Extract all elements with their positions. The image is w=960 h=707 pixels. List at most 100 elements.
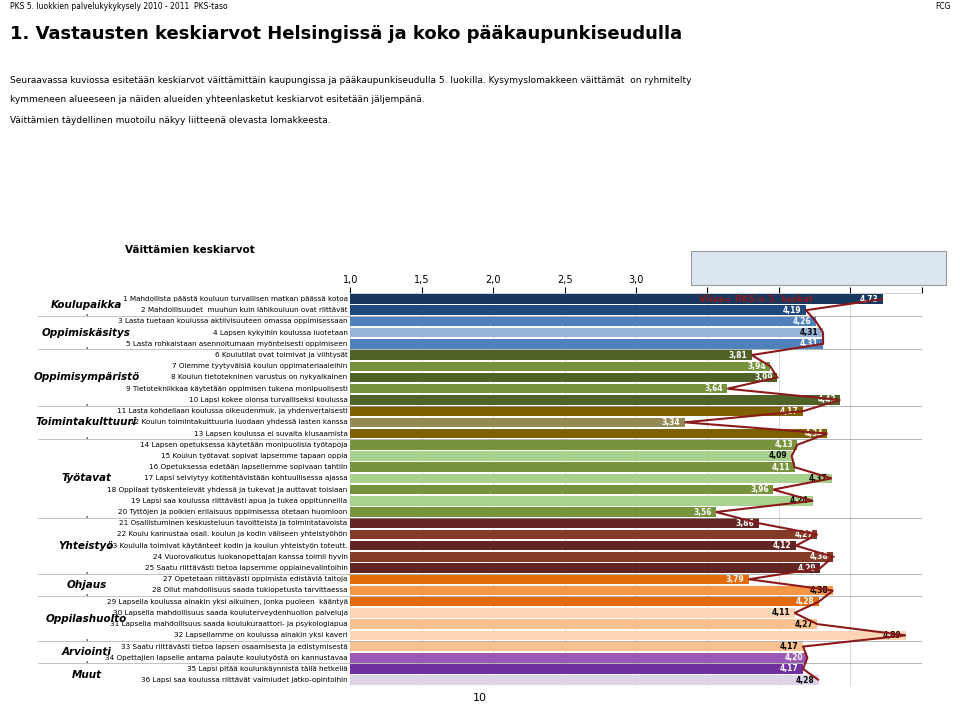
Text: 12 Koulun toimintakulttuuria luodaan yhdessä lasten kanssa: 12 Koulun toimintakulttuuria luodaan yhd…	[130, 419, 348, 426]
Text: ·: ·	[84, 399, 88, 412]
Text: 4,29: 4,29	[798, 563, 816, 573]
Text: 20 Tyttöjen ja poikien erilaisuus oppimisessa otetaan huomioon: 20 Tyttöjen ja poikien erilaisuus oppimi…	[118, 509, 348, 515]
Text: Väittämien keskiarvot: Väittämien keskiarvot	[125, 245, 254, 255]
Text: 10: 10	[473, 694, 487, 703]
Text: 19 Lapsi saa koulussa riittävästi apua ja tukea oppitunneilla: 19 Lapsi saa koulussa riittävästi apua j…	[132, 498, 348, 504]
Text: Työtavat: Työtavat	[61, 474, 111, 484]
Bar	[350, 451, 792, 461]
Text: 3,99: 3,99	[755, 373, 773, 382]
Text: 4,11: 4,11	[772, 609, 790, 617]
Text: 7 Olemme tyytyväisiä koulun oppimateriaaleihin: 7 Olemme tyytyväisiä koulun oppimateriaa…	[172, 363, 348, 369]
Text: 4,31: 4,31	[800, 339, 819, 349]
Text: 3,81: 3,81	[729, 351, 748, 360]
Text: 4,31: 4,31	[800, 328, 819, 337]
Text: 4,89: 4,89	[883, 631, 901, 640]
Text: 4,27: 4,27	[794, 530, 813, 539]
Text: 3,94: 3,94	[747, 362, 766, 370]
Bar	[350, 585, 833, 595]
Text: 4,34: 4,34	[804, 429, 823, 438]
Text: 4,26: 4,26	[793, 317, 811, 326]
Text: Yhteistyö: Yhteistyö	[59, 541, 114, 551]
Text: FCG: FCG	[935, 2, 950, 11]
Text: 3,64: 3,64	[705, 384, 723, 393]
Text: 4,43: 4,43	[817, 395, 836, 404]
Bar	[350, 563, 820, 573]
Bar	[350, 440, 798, 450]
Bar	[350, 530, 817, 539]
Text: 4,17: 4,17	[780, 665, 799, 674]
Text: 4,24: 4,24	[790, 496, 808, 506]
Text: 17 Lapsi selviytyy kotitehtävistään kohtuullisessa ajassa: 17 Lapsi selviytyy kotitehtävistään koht…	[144, 475, 348, 481]
Text: 3,86: 3,86	[735, 519, 755, 527]
Text: Oppimiskäsitys: Oppimiskäsitys	[42, 327, 131, 338]
Text: 2 Mahdollisuudet  muuhun kuin lähikouluun ovat riittävät: 2 Mahdollisuudet muuhun kuin lähikouluun…	[141, 308, 348, 313]
Text: 1 Mahdollista päästä kouluun turvallisen matkan päässä kotoa: 1 Mahdollista päästä kouluun turvallisen…	[123, 296, 348, 302]
Text: Seuraavassa kuviossa esitetään keskiarvot väittämittäin kaupungissa ja pääkaupun: Seuraavassa kuviossa esitetään keskiarvo…	[10, 76, 691, 85]
Bar	[350, 608, 795, 618]
Text: 4,11: 4,11	[772, 462, 790, 472]
Bar	[350, 631, 906, 640]
Text: 10 Lapsi kokee olonsa turvalliseksi koulussa: 10 Lapsi kokee olonsa turvalliseksi koul…	[189, 397, 348, 403]
Text: 23 Koululla toimivat käytänteet kodin ja koulun yhteistyön toteutt.: 23 Koululla toimivat käytänteet kodin ja…	[108, 543, 348, 549]
Text: 4,19: 4,19	[783, 305, 802, 315]
Text: 11 Lasta kohdellaan koulussa oikeudenmuk. ja yhdenvertaisesti: 11 Lasta kohdellaan koulussa oikeudenmuk…	[117, 408, 348, 414]
Bar	[350, 407, 804, 416]
Text: 4,17: 4,17	[780, 642, 799, 651]
Bar	[350, 664, 804, 674]
Bar	[350, 350, 752, 360]
Bar	[350, 541, 796, 551]
Text: 3,56: 3,56	[693, 508, 711, 517]
Bar	[350, 597, 819, 607]
Text: ·: ·	[84, 432, 88, 446]
Text: 15 Koulun työtavat sopivat lapsemme tapaan oppia: 15 Koulun työtavat sopivat lapsemme tapa…	[161, 453, 348, 459]
Bar	[350, 294, 883, 304]
Text: 4,28: 4,28	[796, 597, 814, 606]
Text: Koulupaikka: Koulupaikka	[51, 300, 122, 310]
Text: 14 Lapsen opetuksessa käytetään monipuolisia työtapoja: 14 Lapsen opetuksessa käytetään monipuol…	[140, 442, 348, 448]
Text: 6 Koulutilat ovat toimivat ja viihtysät: 6 Koulutilat ovat toimivat ja viihtysät	[215, 352, 348, 358]
Text: Arviointi: Arviointi	[61, 647, 111, 658]
Text: Oppilashuolto: Oppilashuolto	[46, 614, 127, 624]
Text: 25 Saatu riittävästi tietoa lapsemme oppiainevalintoihin: 25 Saatu riittävästi tietoa lapsemme opp…	[145, 565, 348, 571]
Text: 21 Osallistuminen keskusteluun tavoitteista ja toimintatavoista: 21 Osallistuminen keskusteluun tavoittei…	[119, 520, 348, 526]
Bar	[350, 373, 778, 382]
Bar	[350, 474, 831, 483]
Text: 4 Lapsen kykyihin koulussa luotetaan: 4 Lapsen kykyihin koulussa luotetaan	[213, 329, 348, 336]
Text: 8 Koulun tietotekninen varustus on nykyaikainen: 8 Koulun tietotekninen varustus on nykya…	[172, 375, 348, 380]
Text: 4,20: 4,20	[784, 653, 804, 662]
Text: 27 Opetetaan riittävästi oppimista edistäviä taitoja: 27 Opetetaan riittävästi oppimista edist…	[163, 576, 348, 583]
Text: Viiva= PKS:n 5. luokat: Viiva= PKS:n 5. luokat	[699, 295, 813, 303]
Text: Palkki= Helsingin 5. luokat 2010: Palkki= Helsingin 5. luokat 2010	[699, 264, 864, 272]
Text: 4,73: 4,73	[860, 295, 878, 303]
Bar	[350, 552, 833, 561]
Text: Oppimisympäristö: Oppimisympäristö	[34, 373, 139, 382]
Text: 29 Lapsella koulussa ainakin yksi aikuinen, jonka puoleen  kääntyä: 29 Lapsella koulussa ainakin yksi aikuin…	[107, 599, 348, 604]
Text: 30 Lapsella mahdollisuus saada kouluterveydenhuollon palveluja: 30 Lapsella mahdollisuus saada kouluterv…	[112, 610, 348, 616]
Text: Väittämien täydellinen muotoilu näkyy liitteenä olevasta lomakkeesta.: Väittämien täydellinen muotoilu näkyy li…	[10, 116, 330, 125]
Text: 32 Lapsellamme on koulussa ainakin yksi kaveri: 32 Lapsellamme on koulussa ainakin yksi …	[174, 632, 348, 638]
Text: 4,28: 4,28	[796, 676, 814, 684]
Text: ·: ·	[84, 567, 88, 580]
Text: 5 Lasta rohkaistaan asennoitumaan myönteisesti oppimiseen: 5 Lasta rohkaistaan asennoitumaan myönte…	[126, 341, 348, 347]
Text: 4,13: 4,13	[775, 440, 793, 449]
Bar	[350, 619, 817, 629]
Text: 35 Lapsi pitää koulunkäynnistä tällä hetkellä: 35 Lapsi pitää koulunkäynnistä tällä het…	[187, 666, 348, 672]
Text: Ohjaus: Ohjaus	[66, 580, 107, 590]
Text: 4,27: 4,27	[794, 619, 813, 629]
Text: 3,96: 3,96	[750, 485, 769, 494]
Bar	[350, 575, 749, 584]
Text: ·: ·	[84, 510, 88, 525]
Text: ·: ·	[84, 634, 88, 648]
Text: 9 Tietotekniikkaa käytetään oppimisen tukena monipuolisesti: 9 Tietotekniikkaa käytetään oppimisen tu…	[126, 386, 348, 392]
Bar	[350, 328, 823, 337]
Text: kymmeneen alueeseen ja näiden alueiden yhteenlasketut keskiarvot esitetään jälje: kymmeneen alueeseen ja näiden alueiden y…	[10, 95, 424, 104]
Bar	[350, 507, 716, 517]
Bar	[350, 675, 819, 685]
Bar	[350, 418, 684, 427]
Text: Toimintakulttuuri: Toimintakulttuuri	[36, 417, 137, 427]
Bar	[350, 317, 816, 326]
Bar	[350, 485, 773, 494]
Bar	[350, 305, 806, 315]
Text: Muut: Muut	[71, 670, 102, 679]
Text: 4,38: 4,38	[810, 586, 828, 595]
